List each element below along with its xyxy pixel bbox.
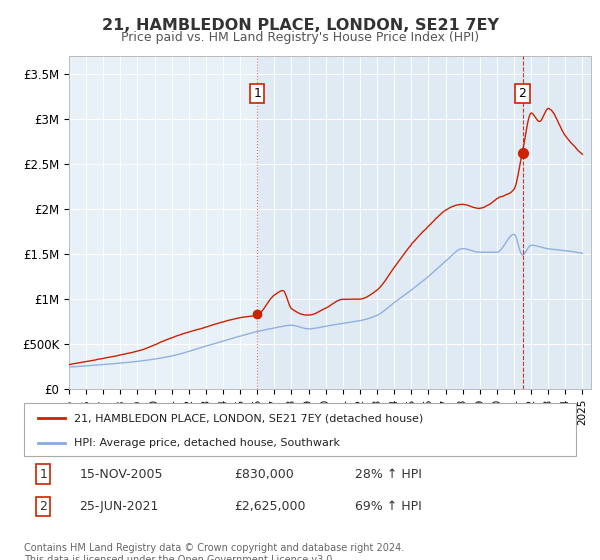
Text: £2,625,000: £2,625,000: [234, 500, 305, 513]
Text: Price paid vs. HM Land Registry's House Price Index (HPI): Price paid vs. HM Land Registry's House …: [121, 31, 479, 44]
Text: 28% ↑ HPI: 28% ↑ HPI: [355, 468, 422, 480]
Text: Contains HM Land Registry data © Crown copyright and database right 2024.
This d: Contains HM Land Registry data © Crown c…: [24, 543, 404, 560]
Text: 2: 2: [40, 500, 47, 513]
Text: 25-JUN-2021: 25-JUN-2021: [79, 500, 158, 513]
Text: £830,000: £830,000: [234, 468, 293, 480]
Bar: [257, 56, 591, 389]
Text: HPI: Average price, detached house, Southwark: HPI: Average price, detached house, Sout…: [74, 438, 340, 448]
Text: 69% ↑ HPI: 69% ↑ HPI: [355, 500, 422, 513]
Text: 21, HAMBLEDON PLACE, LONDON, SE21 7EY: 21, HAMBLEDON PLACE, LONDON, SE21 7EY: [101, 18, 499, 34]
Text: 21, HAMBLEDON PLACE, LONDON, SE21 7EY (detached house): 21, HAMBLEDON PLACE, LONDON, SE21 7EY (d…: [74, 413, 423, 423]
Text: 15-NOV-2005: 15-NOV-2005: [79, 468, 163, 480]
FancyBboxPatch shape: [24, 403, 576, 456]
Text: 1: 1: [40, 468, 47, 480]
Text: 2: 2: [518, 87, 526, 100]
Text: 1: 1: [253, 87, 261, 100]
